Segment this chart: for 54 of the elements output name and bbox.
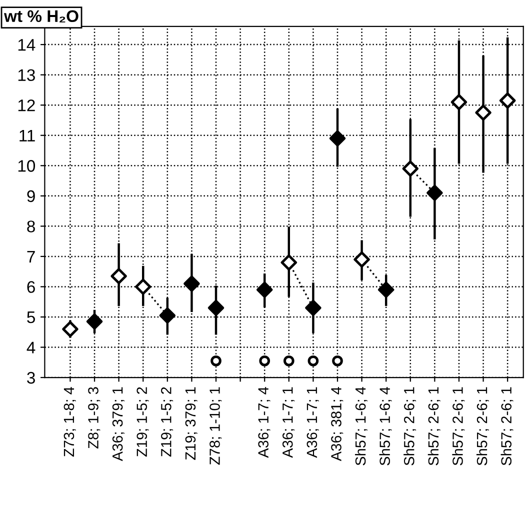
x-tick-label: Sh57; 1-6; 4 <box>354 386 368 466</box>
point <box>210 355 222 366</box>
x-tick-label: Z78; 1-10; 1 <box>210 387 222 465</box>
point <box>308 355 319 366</box>
x-tick-label: Z73; 1-8; 4 <box>64 386 76 457</box>
y-tick-label: 5 <box>27 312 35 324</box>
x-tick-label: Sh57; 2-6; 1 <box>452 387 465 466</box>
x-tick-label: A36; 1-7; 1 <box>306 387 319 458</box>
point <box>426 184 443 202</box>
x-tick-label: Sh57; 2-6; 1 <box>404 387 416 466</box>
x-tick-label: Sh57; 1-6; 4 <box>379 386 392 466</box>
x-tick-label: Sh57; 2-6; 1 <box>476 387 489 466</box>
x-tick-label: A36; 1-7; 1 <box>282 387 295 458</box>
point <box>305 300 322 316</box>
point <box>184 276 200 292</box>
y-tick-label: 12 <box>18 100 35 112</box>
y-axis-title: wt % H₂O <box>4 10 78 22</box>
y-tick-label: 11 <box>20 130 35 142</box>
y-tick-label: 10 <box>18 160 36 172</box>
y-tick-label: 14 <box>18 39 36 51</box>
y-tick-label: 9 <box>27 190 35 202</box>
point <box>110 268 127 284</box>
x-tick-label: Z8; 1-9; 3 <box>88 387 100 448</box>
point <box>280 254 298 271</box>
x-tick-label: Sh57; 2-6; 1 <box>428 387 440 466</box>
point <box>62 320 78 338</box>
point <box>450 94 468 110</box>
point <box>283 355 294 366</box>
y-tick-label: 4 <box>26 342 36 354</box>
x-tick-label: Z19; 379; 1 <box>185 387 198 460</box>
point <box>475 104 492 121</box>
x-tick-label: A36; 1-7; 4 <box>258 386 270 458</box>
point <box>86 313 103 330</box>
point <box>499 92 516 109</box>
x-tick-label: Sh57; 2-6; 1 <box>500 387 514 466</box>
y-tick-label: 6 <box>27 281 35 293</box>
point <box>329 130 346 147</box>
x-tick-label: A36; 381; 4 <box>331 386 344 462</box>
point <box>354 251 370 268</box>
point <box>134 278 152 295</box>
y-tick-label: 8 <box>27 220 35 232</box>
x-tick-label: Z19; 1-5; 2 <box>136 387 149 457</box>
x-tick-label: Z19; 1-5; 2 <box>161 387 174 457</box>
point <box>402 160 419 177</box>
y-tick-label: 13 <box>18 69 35 82</box>
y-tick-label: 3 <box>27 372 35 384</box>
x-tick-label: A36; 379; 1 <box>112 387 124 462</box>
point <box>378 282 394 298</box>
point <box>259 355 270 366</box>
point <box>159 307 176 324</box>
y-tick-label: 7 <box>27 251 35 262</box>
point <box>332 355 343 366</box>
point <box>256 282 273 298</box>
point <box>208 300 224 316</box>
